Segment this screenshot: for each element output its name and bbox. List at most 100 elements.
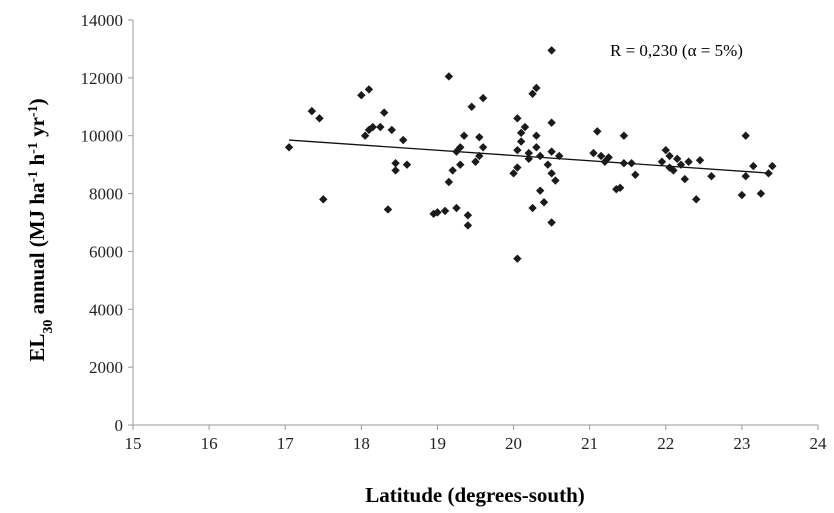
data-point	[539, 198, 549, 207]
data-point	[741, 131, 750, 140]
data-point	[551, 176, 560, 185]
y-axis-title-text-4: )	[25, 98, 49, 105]
data-point	[513, 163, 522, 172]
data-point	[532, 131, 541, 140]
data-point	[478, 93, 488, 103]
data-point	[319, 195, 328, 204]
x-tick-label: 18	[353, 434, 370, 453]
data-point	[440, 206, 450, 216]
data-point	[604, 153, 613, 162]
y-axis-title-text-1: annual (MJ ha	[25, 182, 49, 320]
x-tick-label: 23	[733, 434, 750, 453]
data-point	[364, 125, 374, 135]
data-points	[284, 46, 777, 263]
data-point	[467, 102, 476, 111]
data-point	[528, 89, 537, 98]
data-point	[387, 125, 396, 135]
data-point	[684, 157, 693, 166]
data-point	[452, 203, 461, 213]
x-tick-label: 16	[201, 434, 218, 453]
data-point	[741, 172, 750, 181]
y-axis-title-superscript-2: -1	[26, 142, 41, 154]
data-point	[448, 166, 457, 175]
data-point	[307, 106, 317, 116]
x-tick-label: 22	[657, 434, 674, 453]
data-point	[619, 131, 629, 140]
data-point	[631, 170, 640, 179]
y-tick-label: 6000	[89, 242, 123, 261]
data-point	[535, 151, 545, 161]
data-point	[547, 118, 556, 127]
y-axis-title-text-3: yr	[25, 117, 49, 142]
data-point	[665, 163, 674, 172]
data-point	[600, 157, 610, 166]
axes	[132, 20, 818, 426]
y-tick-label: 12000	[81, 69, 124, 88]
x-axis-title: Latitude (degrees-south)	[365, 483, 585, 507]
data-point	[695, 156, 705, 165]
y-tick-label: 8000	[89, 185, 123, 204]
data-point	[444, 177, 454, 187]
x-tick-label: 17	[277, 434, 295, 453]
data-point	[615, 183, 625, 192]
y-axis-title-superscript-1: -1	[26, 171, 41, 183]
data-point	[471, 157, 480, 166]
data-point	[672, 154, 682, 164]
data-point	[749, 161, 758, 171]
data-point	[398, 135, 408, 145]
data-point	[357, 91, 366, 100]
y-tick-label: 0	[115, 416, 124, 435]
y-tick-label: 10000	[81, 127, 124, 146]
data-point	[589, 148, 598, 158]
data-point	[593, 127, 602, 136]
data-point	[707, 172, 716, 181]
data-point	[532, 143, 541, 152]
data-point	[376, 122, 385, 132]
data-point	[524, 154, 533, 164]
data-point	[463, 221, 473, 230]
data-point	[547, 218, 556, 227]
y-axis-title-subscript: 30	[41, 320, 56, 334]
data-point	[547, 46, 556, 55]
data-point	[768, 161, 777, 171]
data-point	[360, 131, 370, 140]
data-point	[669, 166, 678, 175]
data-point	[463, 211, 473, 220]
y-axis-title: EL30 annual (MJ ha-1 h-1 yr-1)	[25, 98, 56, 361]
data-point	[764, 169, 773, 178]
x-axis-ticks: 15 16 17 18 19 20 21 22 23 24	[125, 425, 827, 453]
data-point	[524, 148, 533, 158]
data-point	[535, 186, 545, 195]
y-axis-title-main: EL	[25, 334, 49, 362]
data-point	[619, 158, 629, 168]
data-point	[456, 143, 465, 152]
data-point	[516, 128, 526, 138]
data-point	[657, 157, 667, 166]
data-point	[676, 160, 686, 169]
data-point	[402, 160, 412, 169]
y-axis-ticks: 0 2000 4000 6000 8000 10000 12000 14000	[81, 11, 133, 435]
data-point	[383, 205, 393, 214]
data-point	[433, 208, 442, 217]
data-point	[680, 174, 690, 184]
data-point	[456, 160, 465, 169]
x-tick-label: 21	[581, 434, 598, 453]
data-point	[284, 143, 294, 152]
data-point	[516, 137, 526, 146]
y-tick-label: 4000	[89, 300, 123, 319]
data-point	[478, 143, 488, 152]
data-point	[509, 169, 518, 178]
data-point	[627, 158, 636, 168]
y-tick-label: 2000	[89, 358, 123, 377]
data-point	[596, 151, 606, 161]
data-point	[379, 108, 389, 117]
data-point	[513, 254, 522, 263]
data-point	[315, 114, 324, 123]
data-point	[391, 166, 400, 175]
data-point	[661, 145, 670, 155]
data-point	[391, 158, 400, 168]
data-point	[665, 151, 674, 161]
data-point	[532, 83, 541, 93]
y-axis-title-superscript-3: -1	[26, 105, 41, 117]
